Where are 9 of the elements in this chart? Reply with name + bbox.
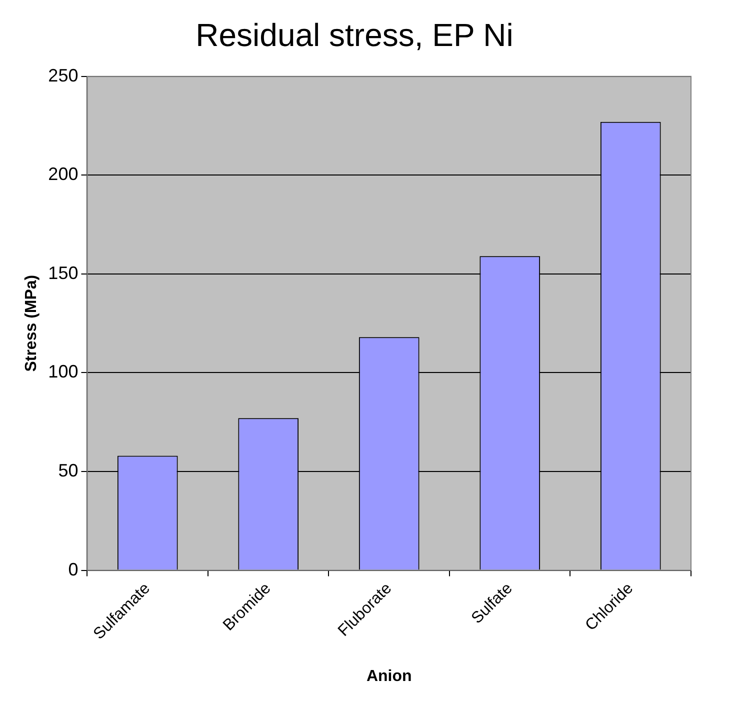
y-tick-label: 200	[48, 164, 78, 184]
x-axis-title: Anion	[366, 668, 412, 685]
y-tick-label: 100	[48, 362, 78, 382]
y-tick-label: 50	[58, 460, 78, 480]
y-axis-title: Stress (MPa)	[23, 274, 40, 372]
y-tick-label: 150	[48, 262, 78, 283]
y-tick-label: 250	[48, 65, 78, 86]
chart-title: Residual stress, EP Ni	[196, 17, 514, 54]
y-tick-label: 0	[68, 559, 78, 580]
